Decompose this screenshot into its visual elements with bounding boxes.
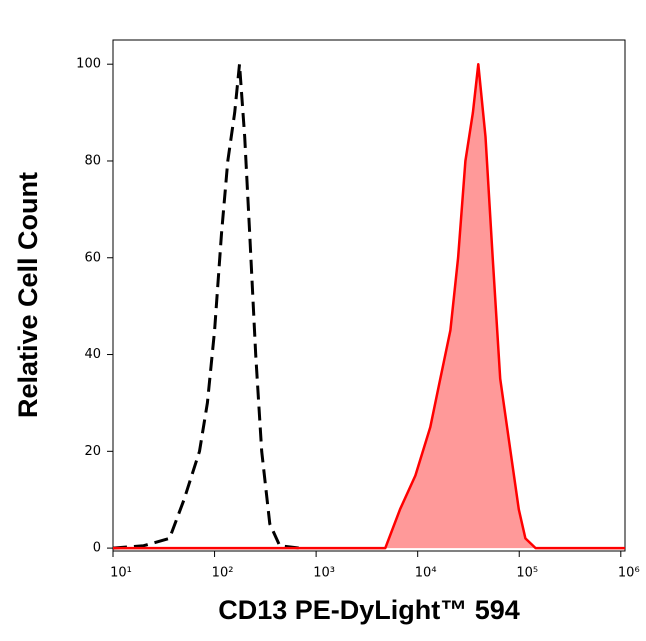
y-tick-label: 60 xyxy=(84,250,101,265)
x-tick-label: 10⁴ xyxy=(415,566,437,581)
x-tick-label: 10² xyxy=(212,566,234,581)
x-tick-label: 10⁵ xyxy=(516,566,538,581)
y-axis-title: Relative Cell Count xyxy=(13,172,43,418)
y-tick-label: 20 xyxy=(84,444,101,459)
y-tick-label: 100 xyxy=(76,57,101,72)
y-tick-label: 40 xyxy=(84,347,101,362)
y-tick-label: 0 xyxy=(93,541,101,556)
x-tick-label: 10¹ xyxy=(110,566,132,581)
histogram-line xyxy=(113,62,625,550)
x-tick-label: 10³ xyxy=(313,566,335,581)
histogram-fill xyxy=(113,64,625,549)
y-tick-label: 80 xyxy=(84,153,101,168)
plot-frame xyxy=(112,39,626,552)
histogram-line xyxy=(112,62,300,550)
x-axis-title: CD13 PE-DyLight™ 594 xyxy=(218,595,520,625)
x-tick-label: 10⁶ xyxy=(618,566,640,581)
